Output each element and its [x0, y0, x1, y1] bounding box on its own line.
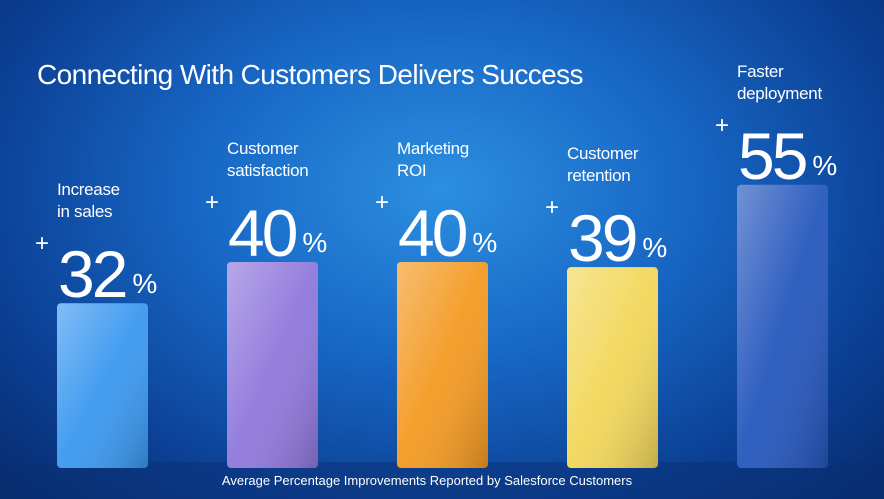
- value-suffix: %: [642, 232, 667, 263]
- value-prefix: +: [35, 230, 49, 257]
- value-prefix: +: [715, 112, 729, 139]
- category-label: Customer retention: [567, 144, 639, 186]
- value-suffix: %: [472, 227, 497, 258]
- value-suffix: %: [132, 268, 157, 299]
- bar-shine: [397, 262, 488, 468]
- bar-shine: [57, 303, 148, 468]
- bar-shine: [227, 262, 318, 468]
- value-label: 40: [398, 196, 467, 270]
- category-label: Marketing ROI: [397, 139, 469, 180]
- value-suffix: %: [302, 227, 327, 258]
- floor: [0, 462, 884, 499]
- value-prefix: +: [545, 194, 559, 221]
- value-suffix: %: [812, 150, 837, 181]
- category-label: Increase in sales: [57, 180, 120, 222]
- value-label: 32: [58, 237, 126, 311]
- category-label: Customer satisfaction: [227, 139, 309, 180]
- value-label: 55: [738, 119, 806, 193]
- chart-title: Connecting With Customers Delivers Succe…: [37, 59, 583, 90]
- value-label: 40: [228, 196, 297, 270]
- bar-shine: [737, 184, 828, 468]
- value-prefix: +: [375, 189, 389, 216]
- caption: Average Percentage Improvements Reported…: [222, 473, 633, 488]
- value-label: 39: [568, 201, 636, 275]
- value-prefix: +: [205, 189, 219, 216]
- category-label: Faster deployment: [737, 61, 822, 103]
- bar-shine: [567, 267, 658, 468]
